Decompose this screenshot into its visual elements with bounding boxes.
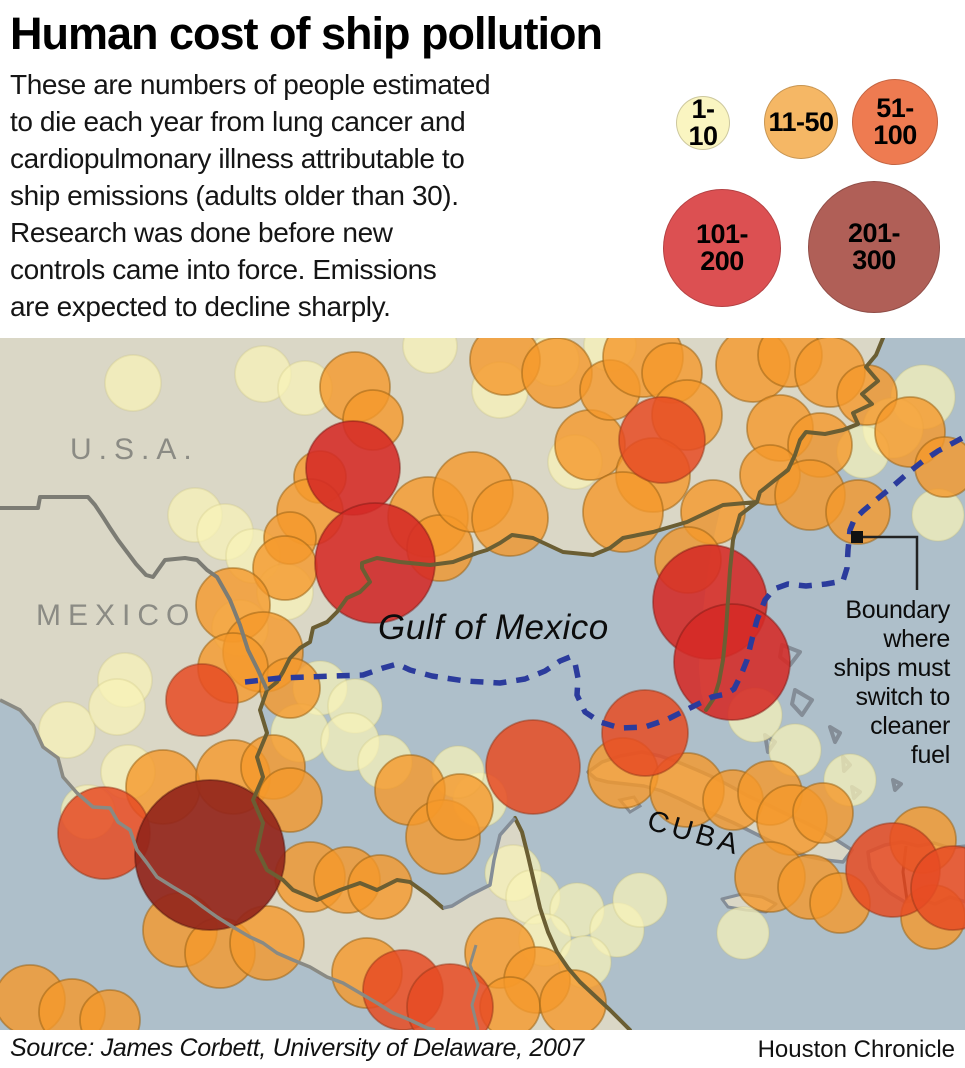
coastline — [251, 338, 885, 1030]
eca-boundary-line — [244, 433, 965, 731]
pollution-bubble-b2 — [792, 782, 854, 844]
pollution-bubble-b2 — [426, 773, 494, 841]
pollution-bubble-b3 — [618, 396, 706, 484]
legend-label: 11-50 — [768, 106, 834, 137]
pollution-bubble-b3 — [165, 663, 239, 737]
bubble-map: U.S.A. MEXICO Gulf of Mexico CUBA Bounda… — [0, 338, 965, 1030]
pollution-bubble-b2 — [914, 436, 965, 498]
pollution-bubble-b3 — [485, 719, 581, 815]
legend-item-101-200: 101- 200 — [663, 189, 781, 307]
pollution-bubble-b5 — [134, 779, 286, 931]
pollution-bubble-b3 — [910, 845, 965, 931]
legend-item-11-50: 11-50 — [764, 85, 838, 159]
pollution-bubble-b1 — [88, 678, 146, 736]
pollution-bubble-b1 — [716, 906, 770, 960]
legend-item-1-10: 1-10 — [676, 96, 730, 150]
us-mexico-border — [0, 495, 269, 691]
pollution-bubble-b3 — [406, 963, 494, 1030]
pollution-bubble-b3 — [601, 689, 689, 777]
credit-text: Houston Chronicle — [757, 1036, 955, 1063]
pollution-bubble-b2 — [471, 479, 549, 557]
pollution-bubble-b2 — [539, 969, 607, 1030]
legend-label: 101- 200 — [695, 219, 749, 276]
pollution-bubble-b1 — [104, 354, 162, 412]
legend-item-51-100: 51- 100 — [852, 79, 938, 165]
map-canvas — [0, 338, 965, 1030]
guatemala-border — [468, 944, 480, 1030]
legend-label: 51- 100 — [873, 93, 917, 150]
legend-label: 201- 300 — [847, 218, 901, 275]
yucatan-west-coast — [442, 816, 517, 910]
legend-item-201-300: 201- 300 — [808, 181, 940, 313]
pollution-bubble-b2 — [229, 905, 305, 981]
pacific-coast — [0, 698, 436, 1030]
pollution-bubble-b1 — [402, 338, 458, 374]
pollution-bubble-b2 — [825, 479, 891, 545]
bubble-layer — [0, 338, 965, 1030]
page-title: Human cost of ship pollution — [10, 8, 603, 59]
pollution-bubble-b4 — [305, 420, 401, 516]
legend-label: 1-10 — [688, 94, 718, 151]
callout-line — [863, 535, 919, 590]
description-text: These are numbers of people estimated to… — [10, 69, 491, 322]
pollution-bubble-b2 — [79, 989, 141, 1030]
boundary-marker-square — [851, 531, 863, 543]
pollution-bubble-b1 — [612, 872, 668, 928]
pollution-bubble-b1 — [38, 701, 96, 759]
source-text: Source: James Corbett, University of Del… — [10, 1034, 584, 1062]
pollution-bubble-b4 — [673, 603, 791, 721]
